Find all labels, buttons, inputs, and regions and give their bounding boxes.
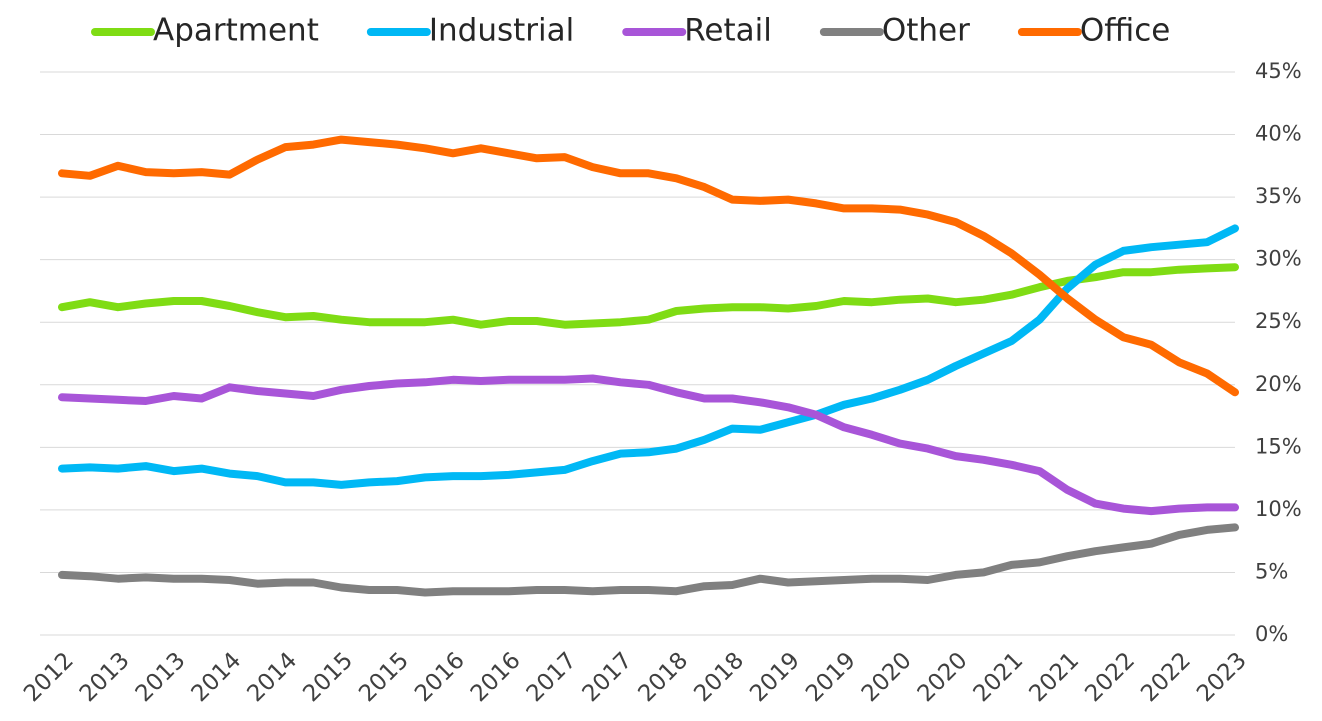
y-tick-label: 30% — [1255, 247, 1302, 271]
x-tick-label: 2012 — [19, 647, 79, 707]
legend-label: Office — [1080, 13, 1171, 49]
x-tick-label: 2018 — [633, 647, 693, 707]
x-tick-label: 2017 — [522, 647, 582, 707]
x-tick-label: 2016 — [410, 647, 470, 707]
x-tick-label: 2019 — [745, 647, 805, 707]
y-tick-label: 40% — [1255, 122, 1302, 146]
y-tick-label: 5% — [1255, 559, 1288, 583]
x-tick-label: 2018 — [689, 647, 749, 707]
y-tick-label: 10% — [1255, 497, 1302, 521]
y-tick-label: 20% — [1255, 372, 1302, 396]
x-tick-label: 2015 — [298, 647, 358, 707]
series-line — [58, 374, 1239, 516]
y-tick-label: 35% — [1255, 184, 1302, 208]
x-tick-label: 2020 — [913, 647, 973, 707]
y-tick-label: 45% — [1255, 59, 1302, 83]
legend-label: Other — [882, 13, 970, 49]
x-tick-label: 2021 — [969, 647, 1029, 707]
x-tick-label: 2022 — [1136, 647, 1196, 707]
x-tick-label: 2014 — [187, 647, 247, 707]
x-tick-label: 2021 — [1024, 647, 1084, 707]
x-tick-label: 2017 — [578, 647, 638, 707]
x-tick-label: 2014 — [242, 647, 302, 707]
x-tick-label: 2022 — [1080, 647, 1140, 707]
y-tick-label: 0% — [1255, 622, 1288, 646]
y-tick-label: 15% — [1255, 434, 1302, 458]
series-line — [58, 135, 1239, 397]
series-line — [58, 523, 1239, 597]
series-line — [58, 224, 1239, 489]
x-tick-label: 2013 — [75, 647, 135, 707]
legend-label: Industrial — [429, 13, 574, 49]
legend-label: Retail — [684, 13, 772, 49]
y-tick-label: 25% — [1255, 309, 1302, 333]
series-line — [58, 263, 1239, 329]
x-tick-label: 2023 — [1192, 647, 1252, 707]
x-tick-label: 2016 — [466, 647, 526, 707]
x-tick-label: 2019 — [801, 647, 861, 707]
x-tick-label: 2013 — [131, 647, 191, 707]
x-tick-label: 2020 — [857, 647, 917, 707]
legend-label: Apartment — [153, 13, 319, 49]
x-tick-label: 2015 — [354, 647, 414, 707]
